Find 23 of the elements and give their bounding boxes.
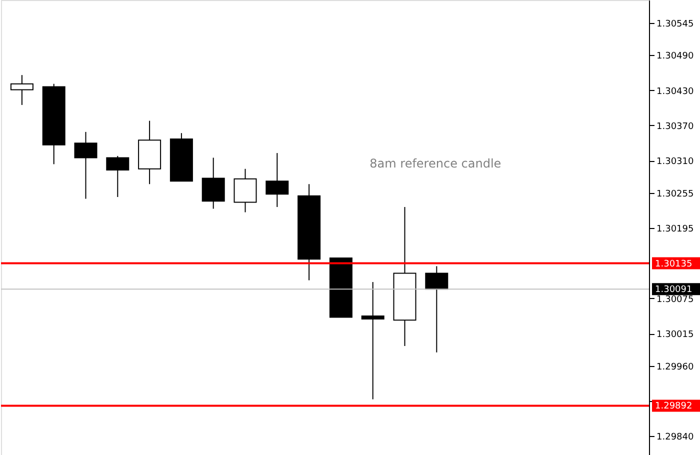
candlestick <box>425 266 448 353</box>
ref-line-label: 1.29892 <box>655 402 692 412</box>
y-tick-label: 1.30490 <box>656 52 694 62</box>
ref-line-label: 1.30091 <box>655 285 692 296</box>
y-tick-label: 1.30545 <box>656 19 694 30</box>
y-tick-label: 1.30255 <box>656 189 694 200</box>
y-tick-label: 1.30195 <box>656 224 694 235</box>
candlestick <box>74 131 98 200</box>
candlestick <box>361 282 384 400</box>
y-tick-label: 1.30370 <box>656 122 694 132</box>
candlestick <box>202 157 225 210</box>
y-tick-label: 1.30075 <box>656 294 694 305</box>
y-tick-label: 1.30015 <box>656 330 694 340</box>
y-tick-label: 1.30310 <box>656 157 694 168</box>
candlestick <box>10 74 34 106</box>
candlestick <box>106 155 130 198</box>
y-tick-label: 1.30430 <box>656 86 694 97</box>
y-tick-label: 1.29960 <box>656 362 694 372</box>
ref-line-label: 1.30135 <box>655 259 692 270</box>
candlestick <box>266 152 289 208</box>
y-tick-label: 1.29840 <box>656 432 694 443</box>
candlestick <box>234 168 257 213</box>
annotation: 8am reference candle <box>370 156 502 171</box>
